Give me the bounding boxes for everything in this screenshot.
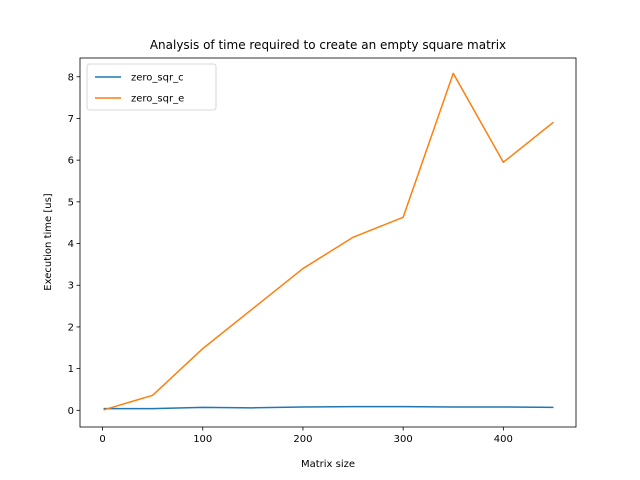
series-line-zero_sqr_e: [103, 72, 554, 411]
y-tick-label: 0: [68, 406, 74, 417]
x-tick-label: 300: [394, 434, 413, 445]
legend: zero_sqr_c zero_sqr_e: [86, 63, 217, 111]
y-axis-label: Execution time [us]: [43, 193, 54, 290]
axes-frame: [79, 57, 577, 428]
x-tick-label: 400: [494, 434, 513, 445]
series-line-zero_sqr_c: [103, 405, 554, 410]
y-tick-label: 5: [68, 197, 74, 208]
y-tick-label: 3: [68, 281, 74, 292]
y-tick-label: 1: [68, 364, 74, 375]
legend-label-zero_sqr_c: zero_sqr_c: [131, 73, 184, 84]
x-tick-label: 0: [99, 434, 105, 445]
x-tick-label: 200: [293, 434, 312, 445]
y-tick-label: 6: [68, 156, 74, 167]
y-tick-label: 4: [68, 239, 74, 250]
legend-label-zero_sqr_e: zero_sqr_e: [131, 94, 184, 105]
x-tick-label: 100: [193, 434, 212, 445]
y-tick-label: 7: [68, 114, 74, 125]
axis-ticks: 0 100 200 300 400 0 1 2 3 4 5 6 7 8: [68, 72, 513, 445]
plot-area: [103, 72, 554, 411]
y-tick-label: 2: [68, 322, 74, 333]
chart-title: Analysis of time required to create an e…: [150, 38, 506, 52]
y-tick-label: 8: [68, 72, 74, 83]
x-axis-label: Matrix size: [301, 459, 355, 470]
